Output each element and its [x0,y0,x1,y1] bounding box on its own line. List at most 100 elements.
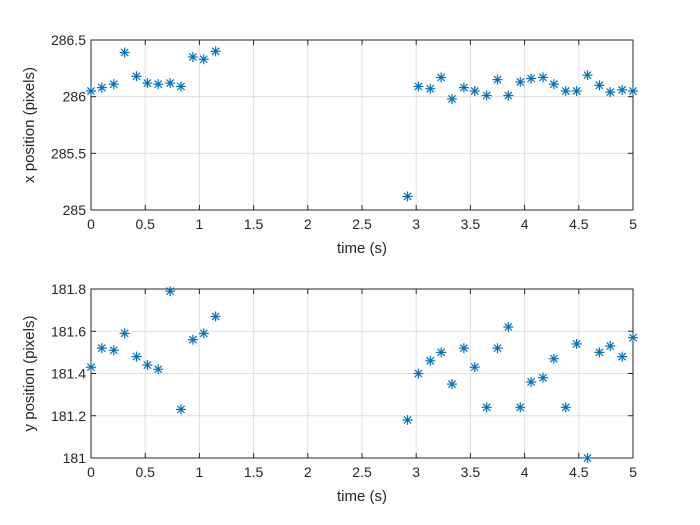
data-point [119,328,130,339]
x-tick-label: 3 [412,464,420,480]
data-point [153,364,164,375]
data-point [108,79,119,90]
data-point [142,78,153,89]
x-tick-label: 0 [87,464,95,480]
data-point [175,404,186,415]
x-tick-label: 1 [196,216,204,232]
data-point [538,72,549,83]
data-point [571,86,582,96]
data-point [481,402,492,413]
y-tick-label: 181.4 [51,366,86,382]
data-point [458,82,469,93]
data-point [210,46,221,57]
y-tick-label: 181.2 [51,408,86,424]
data-point [571,338,582,349]
data-point [582,70,593,81]
data-point [153,79,164,90]
data-point [175,81,186,92]
data-point [481,90,492,101]
data-point [469,362,480,373]
y-axis-label: y position (pixels) [21,316,38,432]
data-point [96,343,107,354]
data-point [413,368,424,379]
data-point [605,341,616,352]
data-series [86,46,638,202]
data-point [446,93,457,104]
x-axis-label: time (s) [337,488,387,505]
data-point [492,74,503,85]
data-point [538,372,549,383]
data-point [492,343,503,354]
x-axis-label: time (s) [337,240,387,257]
data-point [402,414,413,425]
data-point [96,82,107,93]
x-tick-label: 4.5 [569,464,589,480]
data-point [131,351,142,362]
data-point [402,191,413,202]
data-point [526,376,537,387]
data-point [86,86,96,96]
x-tick-label: 4 [521,464,529,480]
x-tick-label: 5 [629,464,637,480]
data-point [108,345,119,356]
data-point [86,362,96,373]
x-tick-label: 1.5 [244,464,264,480]
x-tick-label: 0.5 [135,216,155,232]
data-point [560,86,571,96]
x-tick-label: 4 [521,216,529,232]
x-tick-label: 1 [196,464,204,480]
x-tick-label: 5 [629,216,637,232]
x-tick-label: 2.5 [352,464,372,480]
data-point [560,402,571,413]
y-tick-label: 285 [63,202,87,218]
data-point [413,81,424,92]
y-tick-label: 285.5 [51,145,86,161]
data-point [503,90,514,101]
data-point [165,286,176,297]
x-tick-label: 4.5 [569,216,589,232]
data-series [86,286,638,463]
data-point [131,71,142,82]
data-point [458,343,469,354]
data-point [582,453,593,463]
x-tick-label: 2 [304,464,312,480]
data-point [503,322,514,333]
y-tick-label: 286.5 [51,32,86,48]
data-point [469,86,480,96]
x-tick-label: 2.5 [352,216,372,232]
data-point [526,73,537,84]
y-tick-label: 181.6 [51,323,86,339]
data-point [548,353,559,364]
data-point [548,79,559,90]
data-point [515,76,526,87]
y-tick-label: 286 [63,89,87,105]
y-tick-label: 181.8 [51,281,86,297]
x-tick-label: 3 [412,216,420,232]
data-point [187,52,198,62]
y-axis-label: x position (pixels) [21,67,38,183]
data-point [617,351,628,362]
data-point [515,402,526,413]
data-point [436,347,447,358]
x-tick-label: 3.5 [461,464,481,480]
data-point [628,332,638,343]
x-tick-label: 1.5 [244,216,264,232]
x-tick-label: 0.5 [135,464,155,480]
y-tick-label: 181 [63,450,87,466]
data-point [617,84,628,95]
data-point [594,80,605,91]
subplot-y-position: 0 0.5 1 1.5 2 2.5 3 3.5 4 4.5 5 181 181.2 181.4 181.6 1… [21,281,638,505]
data-point [198,54,209,65]
data-point [210,311,221,322]
data-point [142,360,153,371]
x-tick-label: 2 [304,216,312,232]
data-point [198,328,209,339]
data-point [446,379,457,390]
subplot-x-position: 0 0.5 1 1.5 2 2.5 3 3.5 4 4.5 5 285 285.5 286 286.5 tim… [21,32,638,257]
x-tick-label: 3.5 [461,216,481,232]
data-point [187,334,198,345]
x-tick-label: 0 [87,216,95,232]
data-point [165,78,176,89]
data-point [594,347,605,358]
